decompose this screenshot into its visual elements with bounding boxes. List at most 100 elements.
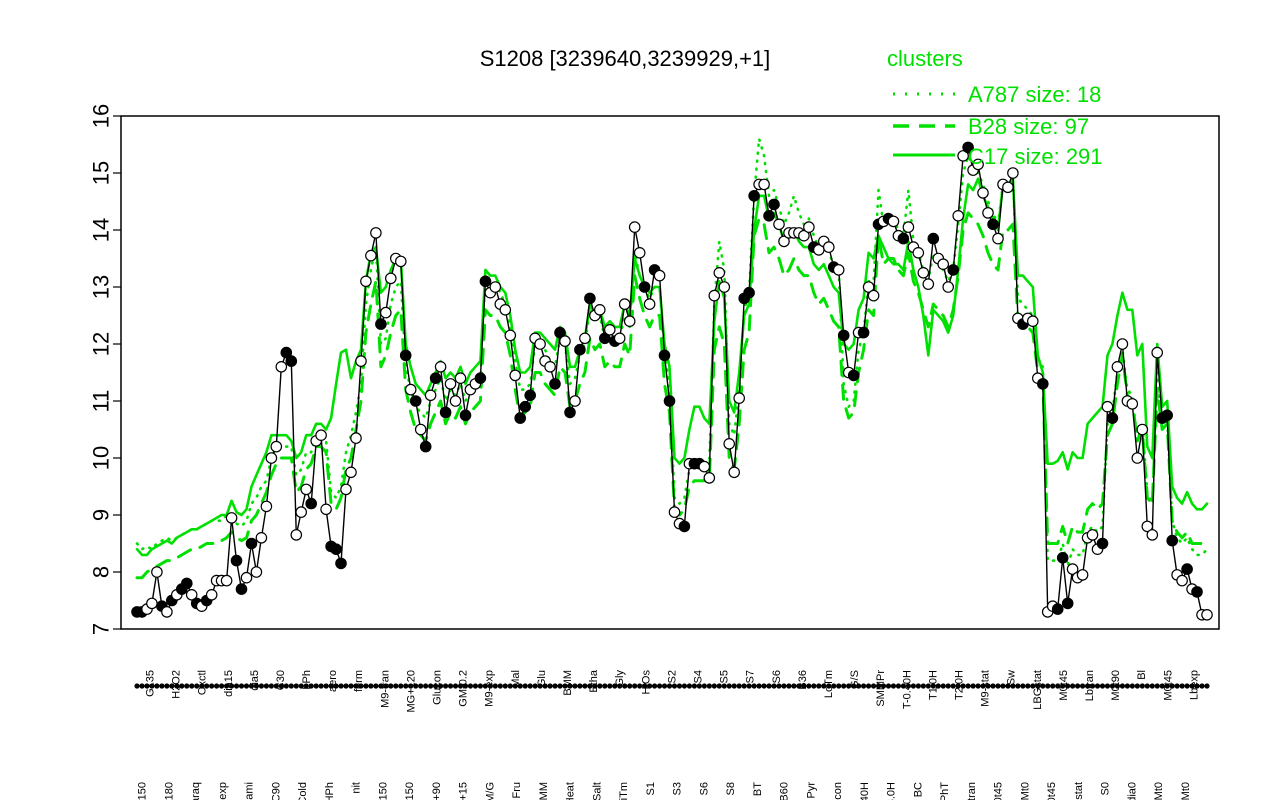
x-tick-dot [303, 683, 309, 689]
data-point [1116, 338, 1129, 350]
x-tick-dot [577, 683, 583, 689]
x-tick-dot [273, 683, 279, 689]
x-tick-dot [433, 683, 439, 689]
data-point [1101, 400, 1114, 413]
x-tick-dot [358, 683, 364, 689]
x-tick-dot [368, 683, 374, 689]
x-tick-dot [696, 683, 702, 689]
x-tick-dot [582, 683, 588, 689]
x-tick-dot [617, 683, 623, 689]
x-tick-label: MG+120 [405, 670, 417, 713]
y-tick-label: 16 [89, 104, 114, 128]
data-point [768, 198, 780, 211]
x-tick-label: Lbtran [1084, 670, 1096, 701]
data-point [982, 207, 994, 219]
x-tick-label: Oxctl [197, 670, 209, 695]
x-tick-dot [233, 683, 240, 689]
x-tick-dot [353, 683, 359, 689]
y-tick-label: 11 [89, 390, 114, 413]
x-tick-dot [647, 683, 653, 689]
data-point [613, 332, 626, 345]
legend-title: clusters [887, 46, 963, 71]
x-tick-dot [597, 683, 603, 689]
x-tick-dot [278, 683, 284, 689]
data-point [887, 215, 900, 228]
x-tick-label: H2O2 [171, 670, 183, 699]
x-tick-dot [492, 683, 498, 689]
x-tick-dot [293, 683, 299, 689]
x-tick-dot [557, 683, 563, 689]
x-tick-dot [637, 683, 643, 689]
x-tick-dot [134, 683, 140, 689]
x-tick-dot [925, 683, 931, 689]
x-tick-dot [1109, 683, 1116, 689]
x-tick-label: M/G [484, 782, 496, 800]
x-tick-dot [681, 683, 688, 689]
x-tick-dot [313, 683, 319, 689]
x-tick-dot [1070, 683, 1076, 689]
x-tick-dot [1139, 683, 1145, 689]
x-tick-dot [298, 683, 304, 689]
x-tick-dot [149, 683, 155, 689]
data-point [748, 190, 760, 202]
data-point [822, 241, 835, 253]
x-tick-dot [726, 683, 732, 689]
x-tick-dot [572, 683, 578, 689]
x-tick-label: M0t45 [1058, 670, 1070, 701]
data-point [429, 372, 442, 384]
x-tick-dot [960, 683, 966, 689]
x-tick-label: T2.0H [953, 670, 965, 700]
data-point [489, 281, 502, 293]
data-point [992, 232, 1004, 245]
data-point [1141, 520, 1154, 533]
x-tick-dot [811, 683, 817, 689]
data-point [181, 577, 193, 590]
data-point [409, 395, 422, 407]
x-tick-dot [169, 683, 175, 689]
x-tick-label: G180 [163, 782, 175, 800]
x-tick-dot [403, 683, 409, 689]
data-point [280, 346, 293, 359]
data-point [1131, 452, 1144, 464]
y-tick-label: 8 [89, 566, 114, 578]
x-tick-dot [333, 683, 339, 689]
x-tick-dot [856, 683, 862, 689]
x-tick-label: M40t45 [1046, 782, 1058, 800]
data-point [275, 360, 288, 373]
x-tick-label: Heat [565, 782, 577, 800]
data-point [837, 329, 850, 342]
data-point [1076, 569, 1089, 581]
x-tick-dot [204, 683, 210, 689]
data-point [534, 338, 546, 350]
x-tick-dot [632, 683, 638, 689]
data-point [285, 355, 298, 367]
x-tick-label: Mt0 [1019, 782, 1031, 800]
data-point [146, 597, 158, 610]
data-point [1191, 586, 1203, 598]
x-tick-dot [258, 683, 265, 689]
data-point [713, 266, 726, 279]
data-point [574, 343, 586, 356]
data-point [728, 466, 740, 479]
data-point [1111, 360, 1124, 373]
data-point [832, 264, 845, 276]
data-point [479, 275, 492, 288]
x-tick-dot [642, 683, 648, 689]
x-tick-dot [378, 683, 384, 689]
x-tick-dot [423, 683, 429, 689]
x-tick-dot [711, 683, 717, 689]
x-tick-dot [736, 683, 742, 689]
x-tick-dot [816, 683, 822, 689]
x-tick-dot [343, 683, 349, 689]
x-tick-dot [248, 683, 255, 689]
x-tick-dot [676, 683, 683, 689]
x-tick-dot [512, 683, 518, 689]
x-tick-dot [308, 683, 314, 689]
data-point [1136, 423, 1149, 436]
data-point [972, 158, 984, 171]
x-tick-dot [1075, 683, 1081, 689]
data-point [628, 221, 641, 233]
x-tick-dot [209, 683, 215, 689]
x-tick-dot [1124, 683, 1130, 689]
x-tick-dot [1060, 683, 1066, 689]
